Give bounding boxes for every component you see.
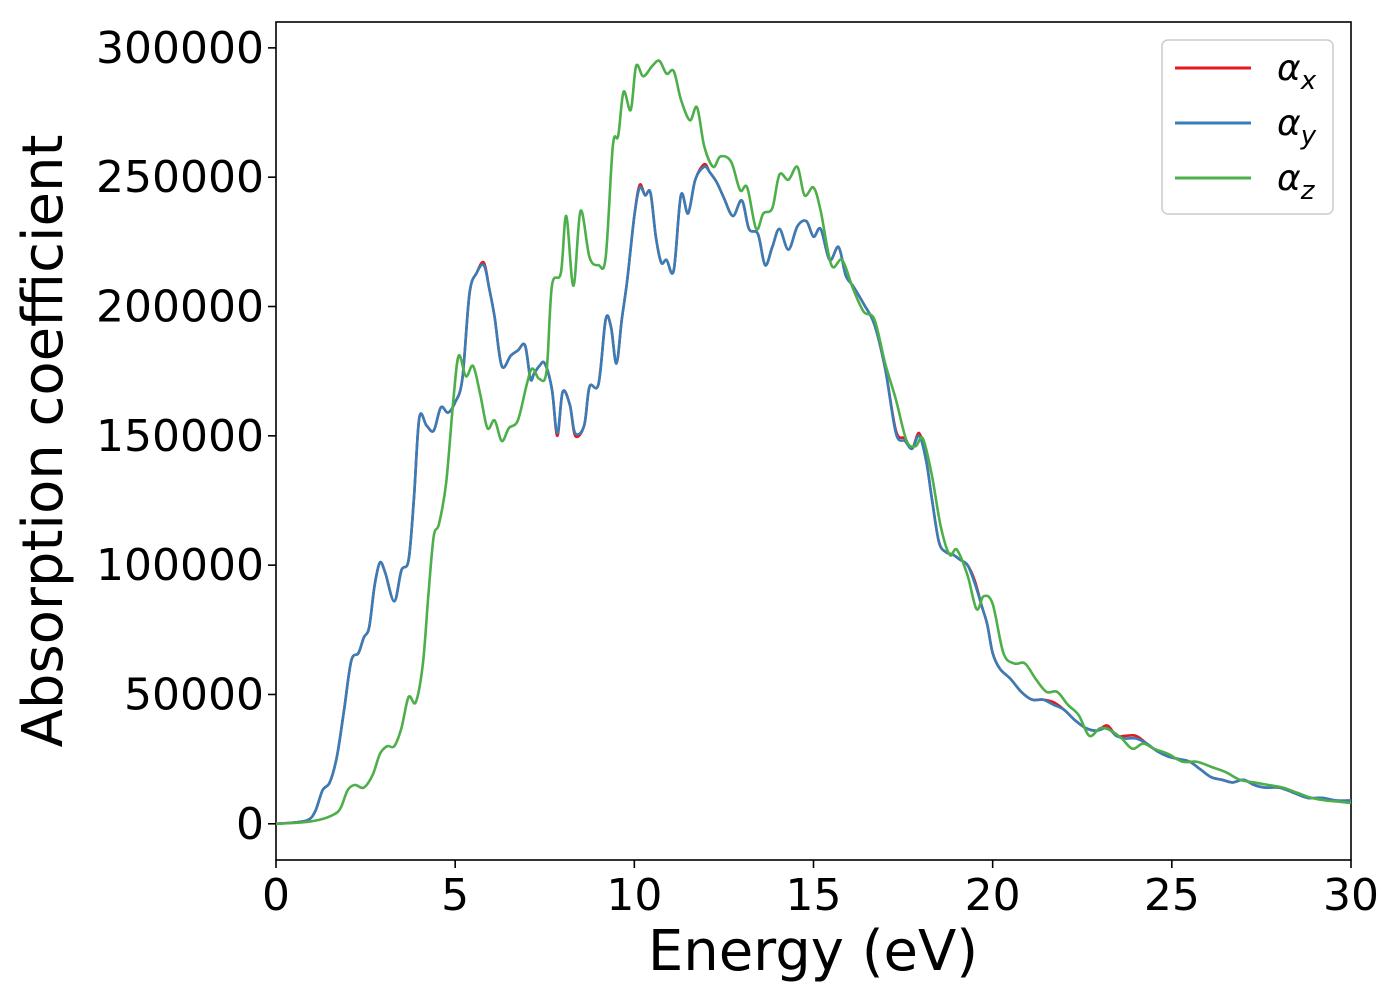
legend-box — [1161, 39, 1334, 215]
x-tick-label: 20 — [965, 870, 1021, 921]
y-tick-label: 300000 — [96, 23, 264, 74]
x-tick-label: 5 — [441, 870, 469, 921]
y-tick-label: 100000 — [96, 540, 264, 591]
x-tick-label: 25 — [1144, 870, 1200, 921]
legend-label-x: αx — [1277, 48, 1317, 96]
series-layer — [275, 59, 1352, 826]
x-tick-label: 15 — [786, 870, 842, 921]
y-tick-label: 250000 — [96, 152, 264, 203]
y-tick-label: 150000 — [96, 411, 264, 462]
series-line-z — [275, 59, 1352, 826]
y-axis: 0 50000 100000 150000 200000 250000 300000 — [96, 23, 276, 850]
x-tick-label: 0 — [262, 870, 290, 921]
x-axis-title: Energy (eV) — [648, 919, 978, 984]
y-axis-title: Absorption coefficient — [11, 135, 76, 748]
legend-label-y: αy — [1277, 103, 1317, 151]
x-tick-label: 30 — [1323, 870, 1379, 921]
x-tick-label: 10 — [606, 870, 662, 921]
legend: αx αy αz — [1161, 39, 1334, 215]
legend-label-z: αz — [1277, 158, 1316, 206]
y-tick-label: 200000 — [96, 282, 264, 333]
y-tick-label: 50000 — [124, 669, 264, 720]
x-axis: 0 5 10 15 20 25 30 — [262, 860, 1379, 921]
y-tick-label: 0 — [236, 799, 264, 850]
